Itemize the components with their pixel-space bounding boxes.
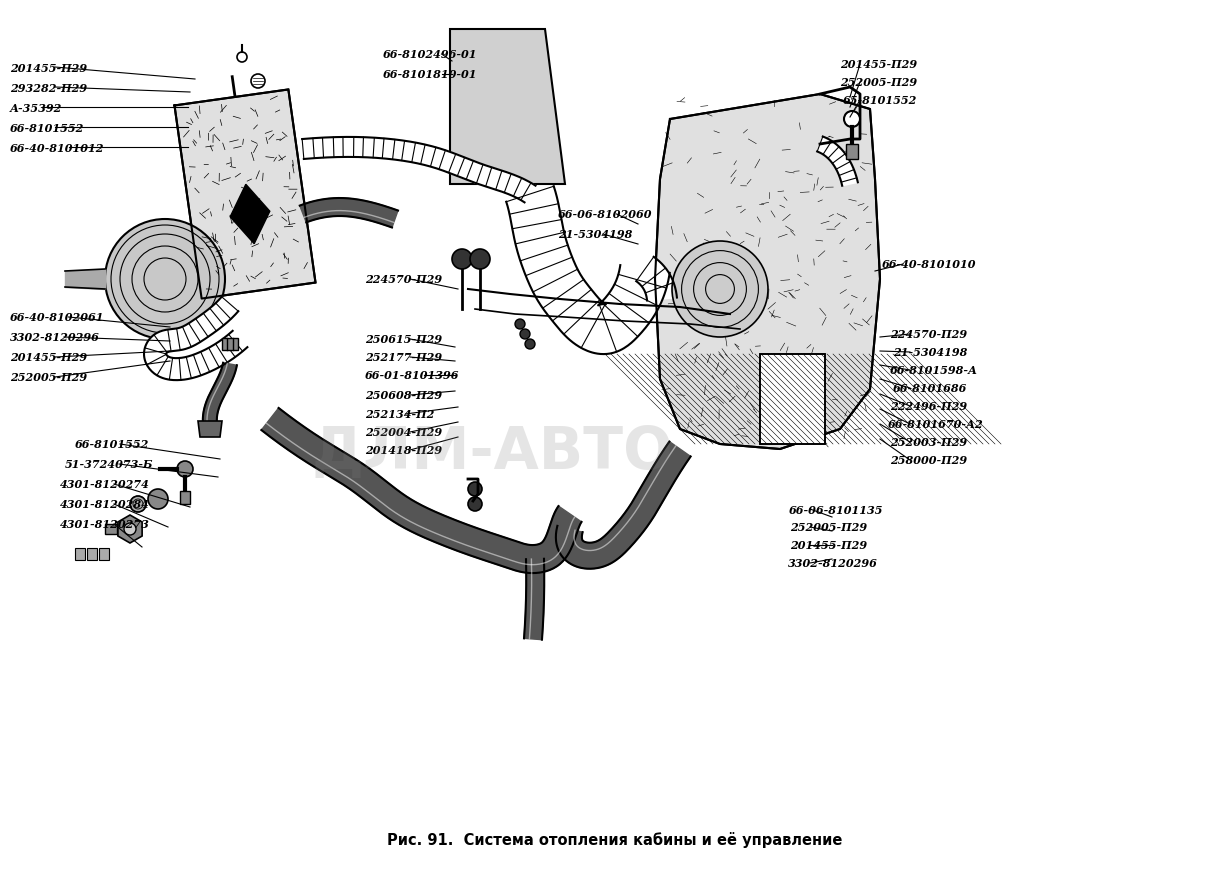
- Polygon shape: [118, 515, 143, 543]
- Text: 293282-П29: 293282-П29: [10, 83, 87, 93]
- Bar: [87, 548, 97, 561]
- Circle shape: [467, 482, 482, 496]
- Text: 201418-П29: 201418-П29: [365, 445, 442, 456]
- Circle shape: [148, 489, 169, 509]
- Text: 66-8101552: 66-8101552: [10, 123, 85, 133]
- Text: 224570-П29: 224570-П29: [365, 275, 442, 285]
- Polygon shape: [180, 492, 189, 504]
- Polygon shape: [300, 199, 399, 229]
- Text: 252177-П29: 252177-П29: [365, 352, 442, 363]
- Text: 66-8101670-А2: 66-8101670-А2: [888, 419, 984, 430]
- Polygon shape: [450, 30, 565, 185]
- Circle shape: [672, 242, 768, 338]
- Text: 224570-П29: 224570-П29: [889, 329, 967, 340]
- Bar: [760, 355, 825, 444]
- Circle shape: [251, 75, 264, 89]
- Bar: [760, 355, 825, 444]
- Bar: [75, 548, 85, 561]
- Circle shape: [237, 53, 247, 63]
- Bar: [221, 339, 237, 350]
- Circle shape: [451, 249, 472, 269]
- Text: 3302-8120296: 3302-8120296: [10, 332, 100, 343]
- Text: 222496-П29: 222496-П29: [889, 401, 967, 412]
- Text: 66-40-8101012: 66-40-8101012: [10, 143, 105, 153]
- Text: 258000-П29: 258000-П29: [889, 455, 967, 466]
- Text: 250615-П29: 250615-П29: [365, 334, 442, 345]
- Text: 21-5304198: 21-5304198: [558, 229, 632, 240]
- Polygon shape: [303, 138, 535, 203]
- Text: 65-8101552: 65-8101552: [843, 96, 918, 106]
- Text: 250608-П29: 250608-П29: [365, 390, 442, 401]
- Text: 252134-П2: 252134-П2: [365, 409, 434, 420]
- Circle shape: [130, 496, 146, 513]
- Text: 66-8102496-01: 66-8102496-01: [383, 50, 477, 61]
- Text: 252005-П29: 252005-П29: [10, 372, 87, 383]
- Circle shape: [105, 220, 225, 340]
- Text: 201455-П29: 201455-П29: [790, 540, 867, 551]
- Text: 252003-П29: 252003-П29: [889, 437, 967, 448]
- Polygon shape: [198, 421, 221, 437]
- Polygon shape: [175, 90, 316, 299]
- Text: 66-01-8101396: 66-01-8101396: [365, 370, 460, 381]
- Text: 51-3724073-Б: 51-3724073-Б: [65, 459, 154, 470]
- Text: 66-8101598-А: 66-8101598-А: [891, 365, 978, 376]
- Text: 201455-П29: 201455-П29: [840, 59, 918, 70]
- Text: 66-40-8101010: 66-40-8101010: [882, 259, 977, 270]
- Circle shape: [525, 340, 535, 349]
- Polygon shape: [556, 442, 690, 569]
- Text: 21-5304198: 21-5304198: [893, 347, 967, 358]
- Polygon shape: [105, 524, 117, 534]
- Text: 66-06-8101135: 66-06-8101135: [788, 504, 883, 515]
- Text: А-35392: А-35392: [10, 103, 63, 113]
- Bar: [760, 355, 825, 444]
- Text: 66-40-8102061: 66-40-8102061: [10, 312, 105, 323]
- Text: ДЛМ-АВТО: ДЛМ-АВТО: [311, 423, 673, 481]
- Circle shape: [520, 329, 530, 340]
- Polygon shape: [262, 408, 582, 574]
- Circle shape: [124, 523, 137, 535]
- Polygon shape: [507, 187, 669, 355]
- Text: 66-8101552: 66-8101552: [75, 439, 149, 450]
- Circle shape: [177, 461, 193, 477]
- Text: 252005-П29: 252005-П29: [790, 522, 867, 533]
- Bar: [98, 548, 109, 561]
- Text: 201455-П29: 201455-П29: [10, 352, 87, 363]
- Circle shape: [467, 497, 482, 512]
- Polygon shape: [144, 297, 247, 381]
- Circle shape: [844, 112, 860, 128]
- Text: 4301-8120284: 4301-8120284: [60, 499, 150, 510]
- Polygon shape: [817, 137, 857, 187]
- Text: 4301-8120273: 4301-8120273: [60, 519, 150, 530]
- Text: 4301-8120274: 4301-8120274: [60, 479, 150, 490]
- Text: Рис. 91.  Система отопления кабины и её управление: Рис. 91. Система отопления кабины и её у…: [387, 831, 843, 847]
- Text: 3302-8120296: 3302-8120296: [788, 558, 878, 569]
- Polygon shape: [203, 363, 237, 425]
- Text: 252004-П29: 252004-П29: [365, 427, 442, 438]
- Polygon shape: [636, 257, 676, 302]
- Polygon shape: [524, 559, 544, 640]
- Polygon shape: [846, 145, 859, 160]
- Text: 252005-П29: 252005-П29: [840, 77, 918, 89]
- Text: 66-8101810-01: 66-8101810-01: [383, 70, 477, 81]
- Circle shape: [470, 249, 490, 269]
- Polygon shape: [656, 95, 879, 449]
- Polygon shape: [230, 185, 269, 244]
- Text: 66-8101686: 66-8101686: [893, 383, 967, 394]
- Text: 201455-П29: 201455-П29: [10, 63, 87, 73]
- Text: 66-06-8102060: 66-06-8102060: [558, 209, 652, 220]
- Circle shape: [515, 320, 525, 329]
